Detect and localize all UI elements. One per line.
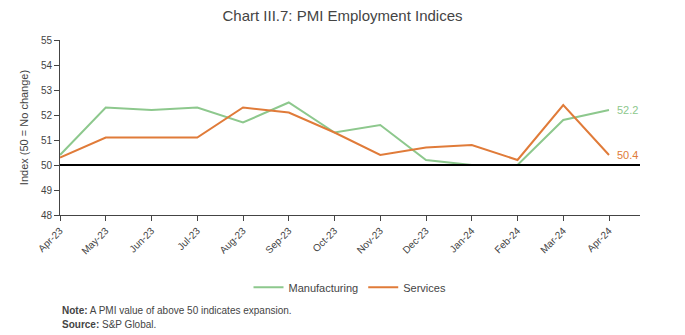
svg-text:Feb-24: Feb-24 — [492, 225, 522, 255]
svg-text:Note: A PMI value of above 50: Note: A PMI value of above 50 indicates … — [62, 305, 292, 316]
svg-text:Jul-23: Jul-23 — [175, 225, 202, 252]
svg-text:52: 52 — [41, 110, 53, 121]
svg-text:Apr-23: Apr-23 — [36, 225, 65, 254]
svg-text:55: 55 — [41, 35, 53, 46]
svg-text:Dec-23: Dec-23 — [400, 225, 431, 256]
svg-text:50.4: 50.4 — [617, 149, 638, 161]
svg-text:52.2: 52.2 — [617, 104, 638, 116]
svg-text:50: 50 — [41, 160, 53, 171]
svg-text:Services: Services — [403, 282, 446, 294]
svg-text:Index (50 = No change): Index (50 = No change) — [18, 70, 30, 185]
svg-text:48: 48 — [41, 210, 53, 221]
svg-text:Jun-23: Jun-23 — [127, 225, 157, 255]
svg-text:Oct-23: Oct-23 — [310, 225, 339, 254]
svg-text:Mar-24: Mar-24 — [538, 225, 568, 255]
svg-text:Sep-23: Sep-23 — [263, 225, 294, 256]
svg-text:Source: S&P Global.: Source: S&P Global. — [62, 319, 156, 330]
svg-text:Jan-24: Jan-24 — [447, 225, 477, 255]
svg-text:53: 53 — [41, 85, 53, 96]
svg-text:May-23: May-23 — [79, 225, 111, 257]
svg-text:51: 51 — [41, 135, 53, 146]
svg-text:Nov-23: Nov-23 — [355, 225, 386, 256]
svg-text:Manufacturing: Manufacturing — [289, 282, 359, 294]
svg-text:Aug-23: Aug-23 — [217, 225, 248, 256]
svg-text:Chart III.7: PMI Employment In: Chart III.7: PMI Employment Indices — [222, 7, 462, 24]
svg-text:Apr-24: Apr-24 — [585, 225, 614, 254]
svg-text:49: 49 — [41, 185, 53, 196]
svg-text:54: 54 — [41, 60, 53, 71]
